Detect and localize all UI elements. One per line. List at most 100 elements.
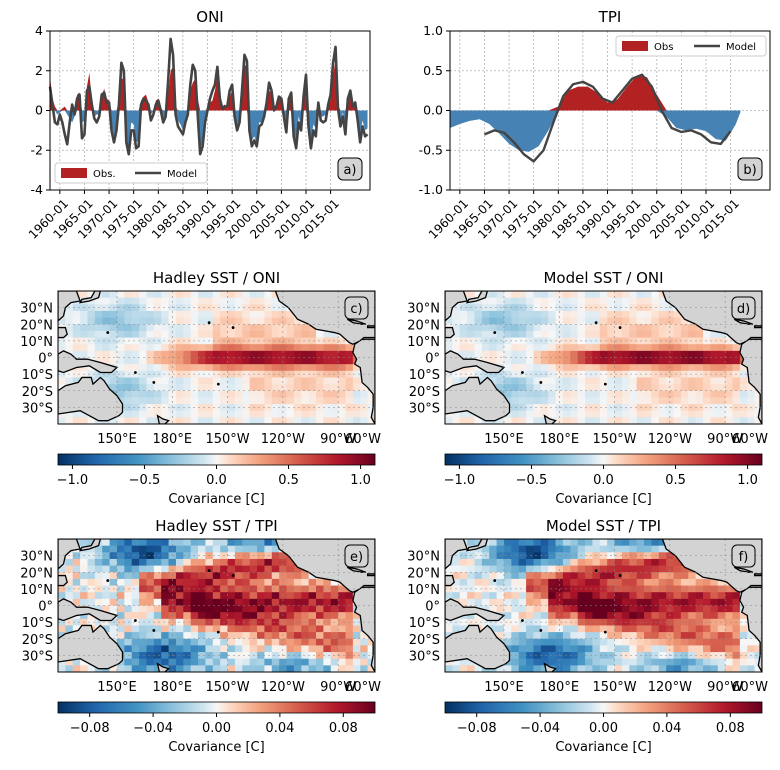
island-marker <box>618 574 622 577</box>
heatmap-cell <box>124 665 133 672</box>
heatmap-cell <box>489 578 498 587</box>
heatmap-cell <box>526 658 534 666</box>
heatmap-cell <box>116 539 125 547</box>
heatmap-cell <box>131 397 140 405</box>
heatmap-cell <box>58 625 66 633</box>
heatmap-cell <box>316 625 324 633</box>
heatmap-cell <box>168 370 177 378</box>
heatmap-cell <box>688 384 697 392</box>
heatmap-cell <box>607 350 616 358</box>
heatmap-cell <box>338 344 347 352</box>
heatmap-cell <box>644 297 652 305</box>
heatmap-cell <box>658 291 667 299</box>
heatmap-cell <box>175 565 184 573</box>
heatmap-cell <box>183 377 192 385</box>
heatmap-cell <box>481 344 490 352</box>
heatmap-cell <box>548 344 557 352</box>
heatmap-cell <box>732 364 741 372</box>
heatmap-cell <box>183 605 192 613</box>
heatmap-cell <box>585 578 593 587</box>
heatmap-cell <box>175 350 184 358</box>
heatmap-cell <box>175 364 184 372</box>
y-tick-label: -2 <box>31 142 43 157</box>
heatmap-cell <box>234 665 243 672</box>
heatmap-cell <box>139 384 147 392</box>
heatmap-cell <box>249 545 258 553</box>
heatmap-cell <box>614 658 623 666</box>
heatmap-cell <box>323 410 332 418</box>
heatmap-cell <box>72 558 81 567</box>
heatmap-cell <box>621 558 630 567</box>
heatmap-cell <box>732 625 741 633</box>
heatmap-cell <box>658 539 667 547</box>
heatmap-cell <box>710 390 719 398</box>
heatmap-cell <box>695 404 704 412</box>
heatmap-cell <box>540 645 549 653</box>
heatmap-cell <box>293 578 302 587</box>
heatmap-cell <box>629 291 638 299</box>
heatmap-cell <box>139 592 147 600</box>
heatmap-cell <box>673 397 682 405</box>
heatmap-cell <box>146 310 155 319</box>
heatmap-cell <box>585 665 593 672</box>
heatmap-cell <box>286 605 295 613</box>
heatmap-cell <box>533 317 542 325</box>
heatmap-cell <box>599 344 608 352</box>
heatmap-cell <box>459 585 468 593</box>
panel-label-box <box>731 544 756 568</box>
heatmap-cell <box>146 370 155 378</box>
heatmap-cell <box>644 397 652 405</box>
heatmap-cell <box>58 565 66 573</box>
heatmap-cell <box>352 658 361 666</box>
heatmap-cell <box>264 417 273 424</box>
heatmap-cell <box>183 297 192 305</box>
heatmap-cell <box>153 350 162 358</box>
heatmap-cell <box>725 410 734 418</box>
heatmap-cell <box>212 632 221 640</box>
heatmap-cell <box>293 357 302 365</box>
heatmap-cell <box>725 357 734 365</box>
heatmap-cell <box>585 390 593 398</box>
heatmap-cell <box>212 638 221 646</box>
heatmap-cell <box>621 539 630 547</box>
heatmap-cell <box>352 370 361 378</box>
island-marker <box>618 326 622 329</box>
heatmap-cell <box>198 330 206 339</box>
heatmap-cell <box>695 632 704 640</box>
heatmap-cell <box>175 605 184 613</box>
heatmap-cell <box>526 632 534 640</box>
heatmap-cell <box>198 390 206 398</box>
heatmap-cell <box>526 357 534 365</box>
heatmap-cell <box>345 390 354 398</box>
heatmap-cell <box>503 330 512 339</box>
heatmap-cell <box>585 397 593 405</box>
heatmap-cell <box>316 665 324 672</box>
heatmap-cell <box>673 612 682 620</box>
heatmap-cell <box>695 665 704 672</box>
heatmap-cell <box>540 417 549 424</box>
heatmap-cell <box>725 618 734 626</box>
heatmap-cell <box>621 357 630 365</box>
heatmap-cell <box>338 350 347 358</box>
heatmap-cell <box>109 632 118 640</box>
heatmap-cell <box>183 565 192 573</box>
heatmap-cell <box>175 658 184 666</box>
heatmap-cell <box>607 645 616 653</box>
heatmap-cell <box>249 410 258 418</box>
heatmap-cell <box>279 410 288 418</box>
heatmap-cell <box>139 390 147 398</box>
heatmap-cell <box>636 658 645 666</box>
heatmap-cell <box>636 390 645 398</box>
heatmap-cell <box>168 417 177 424</box>
heatmap-cell <box>102 585 111 593</box>
heatmap-cell <box>301 337 310 345</box>
heatmap-cell <box>360 384 369 392</box>
heatmap-cell <box>116 612 125 620</box>
heatmap-cell <box>87 572 96 580</box>
heatmap-cell <box>227 377 236 385</box>
heatmap-cell <box>577 397 586 405</box>
heatmap-cell <box>293 324 302 332</box>
island-marker <box>603 630 607 634</box>
heatmap-cell <box>271 324 280 332</box>
heatmap-cell <box>175 578 184 587</box>
